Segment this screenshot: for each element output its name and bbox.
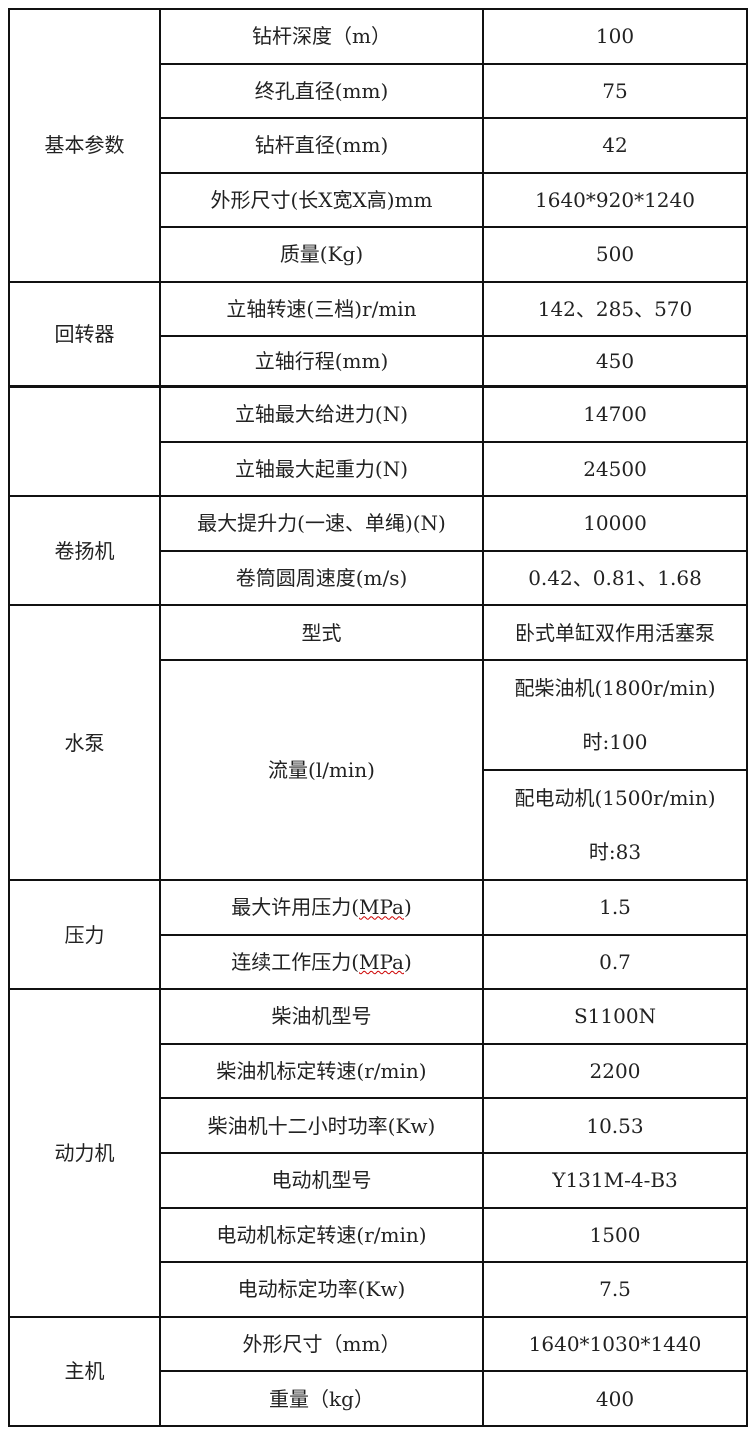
param-cell: 立轴转速(三档)r/min <box>159 280 484 337</box>
value-cell: 0.42、0.81、1.68 <box>482 549 748 607</box>
value-line: 配电动机(1500r/min) <box>514 785 716 810</box>
table-row: 动力机 柴油机型号 S1100N <box>8 988 748 1318</box>
param-prefix: 连续工作压力( <box>231 949 360 974</box>
table-row: 水泵 型式 卧式单缸双作用活塞泵 <box>8 604 748 881</box>
param-cell: 型式 <box>159 604 484 661</box>
param-cell: 最大提升力(一速、单绳)(N) <box>159 495 484 552</box>
spec-table-part-1: 基本参数 钻杆深度（m） 100 终孔直径(mm) 75 钻杆直径(mm) 42… <box>8 8 748 387</box>
param-cell: 重量（kg） <box>159 1370 484 1427</box>
param-cell: 电动机标定转速(r/min) <box>159 1206 484 1264</box>
value-cell: 14700 <box>482 386 748 443</box>
value-cell: 450 <box>482 335 748 387</box>
table-row: 主机 外形尺寸（mm） 1640*1030*1440 <box>8 1315 748 1427</box>
value-cell: 配柴油机(1800r/min) 时:100 <box>482 658 748 771</box>
param-cell: 连续工作压力(MPa) <box>159 933 484 991</box>
value-cell: 卧式单缸双作用活塞泵 <box>482 604 748 661</box>
table-row: 回转器 立轴转速(三档)r/min 142、285、570 <box>8 280 748 387</box>
value-cell: 10000 <box>482 495 748 552</box>
value-cell: 75 <box>482 62 748 119</box>
table-row: 配电动机(1500r/min) 时:83 <box>9 768 748 881</box>
value-cell: 500 <box>482 226 748 283</box>
param-cell: 钻杆深度（m） <box>159 8 484 65</box>
value-cell: 1640*920*1240 <box>482 171 748 228</box>
param-cell: 卷筒圆周速度(m/s) <box>159 549 484 607</box>
group-label: 卷扬机 <box>8 495 161 607</box>
table-row: 钻杆直径(mm) 42 <box>9 117 748 174</box>
group-label: 基本参数 <box>8 8 161 283</box>
value-cell: 100 <box>482 8 748 65</box>
value-cell: 7.5 <box>482 1261 748 1318</box>
table-row: 基本参数 钻杆深度（m） 100 <box>8 8 748 283</box>
table-row: 连续工作压力(MPa) 0.7 <box>9 933 748 991</box>
param-cell: 质量(Kg) <box>159 226 484 283</box>
value-line: 时:100 <box>582 729 648 754</box>
table-row: 电动机型号 Y131M-4-B3 <box>9 1151 748 1209</box>
param-cell: 柴油机十二小时功率(Kw) <box>159 1097 484 1154</box>
table-row: 立轴行程(mm) 450 <box>9 335 748 387</box>
value-cell: 1640*1030*1440 <box>482 1315 748 1373</box>
param-cell: 立轴最大起重力(N) <box>159 440 484 498</box>
value-cell: 42 <box>482 117 748 174</box>
table-row: 终孔直径(mm) 75 <box>9 62 748 119</box>
table-row: 卷扬机 最大提升力(一速、单绳)(N) 10000 <box>8 495 748 607</box>
param-cell: 电动标定功率(Kw) <box>159 1261 484 1318</box>
table-row: 电动机标定转速(r/min) 1500 <box>9 1206 748 1264</box>
value-cell: 400 <box>482 1370 748 1427</box>
table-row: 压力 最大许用压力(MPa) 1.5 <box>8 878 748 991</box>
value-cell: 10.53 <box>482 1097 748 1154</box>
value-cell: 24500 <box>482 440 748 498</box>
value-cell: 1.5 <box>482 878 748 936</box>
param-cell: 最大许用压力(MPa) <box>159 878 484 936</box>
param-cell: 流量(l/min) <box>159 658 484 881</box>
group-label: 回转器 <box>8 280 161 387</box>
value-line: 时:83 <box>588 839 642 864</box>
group-label <box>8 385 161 498</box>
param-suffix: ) <box>403 949 412 974</box>
value-cell: Y131M-4-B3 <box>482 1151 748 1209</box>
param-cell: 柴油机型号 <box>159 988 484 1045</box>
group-label: 动力机 <box>8 988 161 1318</box>
spec-table-part-2: 立轴最大给进力(N) 14700 立轴最大起重力(N) 24500 卷扬机 最大… <box>8 385 748 1427</box>
param-cell: 电动机型号 <box>159 1151 484 1209</box>
value-cell: 0.7 <box>482 933 748 991</box>
param-cell: 外形尺寸(长X宽X高)mm <box>159 171 484 228</box>
group-label: 主机 <box>8 1315 161 1427</box>
param-cell: 柴油机标定转速(r/min) <box>159 1042 484 1100</box>
param-cell: 立轴最大给进力(N) <box>159 386 484 443</box>
table-row: 柴油机十二小时功率(Kw) 10.53 <box>9 1097 748 1154</box>
param-cell: 外形尺寸（mm） <box>159 1315 484 1373</box>
param-cell: 钻杆直径(mm) <box>159 117 484 174</box>
param-unit: MPa <box>359 895 404 920</box>
table-row: 外形尺寸(长X宽X高)mm 1640*920*1240 <box>9 171 748 228</box>
param-unit: MPa <box>359 949 404 974</box>
group-label: 水泵 <box>8 604 161 881</box>
table-row: 重量（kg） 400 <box>9 1370 748 1427</box>
table-row: 卷筒圆周速度(m/s) 0.42、0.81、1.68 <box>9 549 748 607</box>
value-cell: 配电动机(1500r/min) 时:83 <box>482 768 748 881</box>
param-suffix: ) <box>403 895 412 920</box>
value-cell: 1500 <box>482 1206 748 1264</box>
table-row: 流量(l/min) 配柴油机(1800r/min) 时:100 <box>9 658 748 881</box>
param-cell: 终孔直径(mm) <box>159 62 484 119</box>
value-cell: 142、285、570 <box>482 280 748 337</box>
param-cell: 立轴行程(mm) <box>159 335 484 387</box>
table-row: 柴油机标定转速(r/min) 2200 <box>9 1042 748 1100</box>
value-line: 配柴油机(1800r/min) <box>514 675 716 700</box>
table-row: 立轴最大给进力(N) 14700 <box>8 385 748 498</box>
param-prefix: 最大许用压力( <box>231 895 360 920</box>
table-row: 质量(Kg) 500 <box>9 226 748 283</box>
group-label: 压力 <box>8 878 161 991</box>
table-row: 立轴最大起重力(N) 24500 <box>9 440 748 498</box>
value-cell: S1100N <box>482 988 748 1045</box>
value-cell: 2200 <box>482 1042 748 1100</box>
table-row: 电动标定功率(Kw) 7.5 <box>9 1261 748 1318</box>
